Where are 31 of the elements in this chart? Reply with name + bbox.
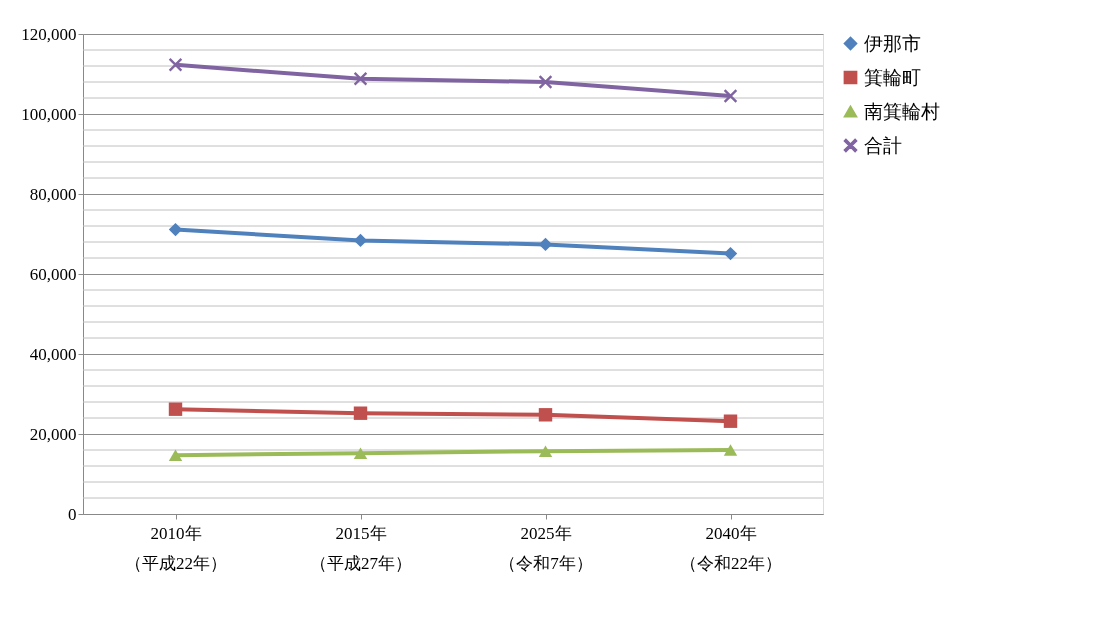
y-tick-label: 80,000 <box>29 184 77 204</box>
x-tick-label: 2015年（平成27年） <box>310 523 412 573</box>
x-tick-label: 2010年（平成22年） <box>125 523 227 573</box>
point <box>723 89 738 103</box>
point <box>168 402 183 416</box>
point <box>353 406 368 420</box>
point <box>353 72 368 86</box>
x-tick-label: 2040年（令和22年） <box>680 523 782 573</box>
legend-label: 南箕輪村 <box>864 100 940 122</box>
x-tick-label: 2025年（令和7年） <box>499 523 593 573</box>
y-tick-label: 120,000 <box>21 24 77 44</box>
point <box>723 414 738 428</box>
legend-label: 伊那市 <box>864 32 921 54</box>
y-tick-label: 20,000 <box>29 424 77 444</box>
point <box>168 449 183 462</box>
point <box>538 408 553 422</box>
y-tick-label: 0 <box>68 504 77 524</box>
legend-label: 箕輪町 <box>864 66 921 88</box>
point <box>538 75 553 89</box>
y-tick-label: 100,000 <box>21 104 77 124</box>
point <box>353 233 368 248</box>
point <box>538 237 553 252</box>
point <box>723 246 738 261</box>
y-tick-label: 60,000 <box>29 264 77 284</box>
point <box>168 222 183 237</box>
y-tick-label: 40,000 <box>29 344 77 364</box>
legend-label: 合計 <box>864 134 902 156</box>
point <box>353 447 368 460</box>
point <box>723 444 738 456</box>
point <box>168 58 183 72</box>
point <box>538 445 553 458</box>
